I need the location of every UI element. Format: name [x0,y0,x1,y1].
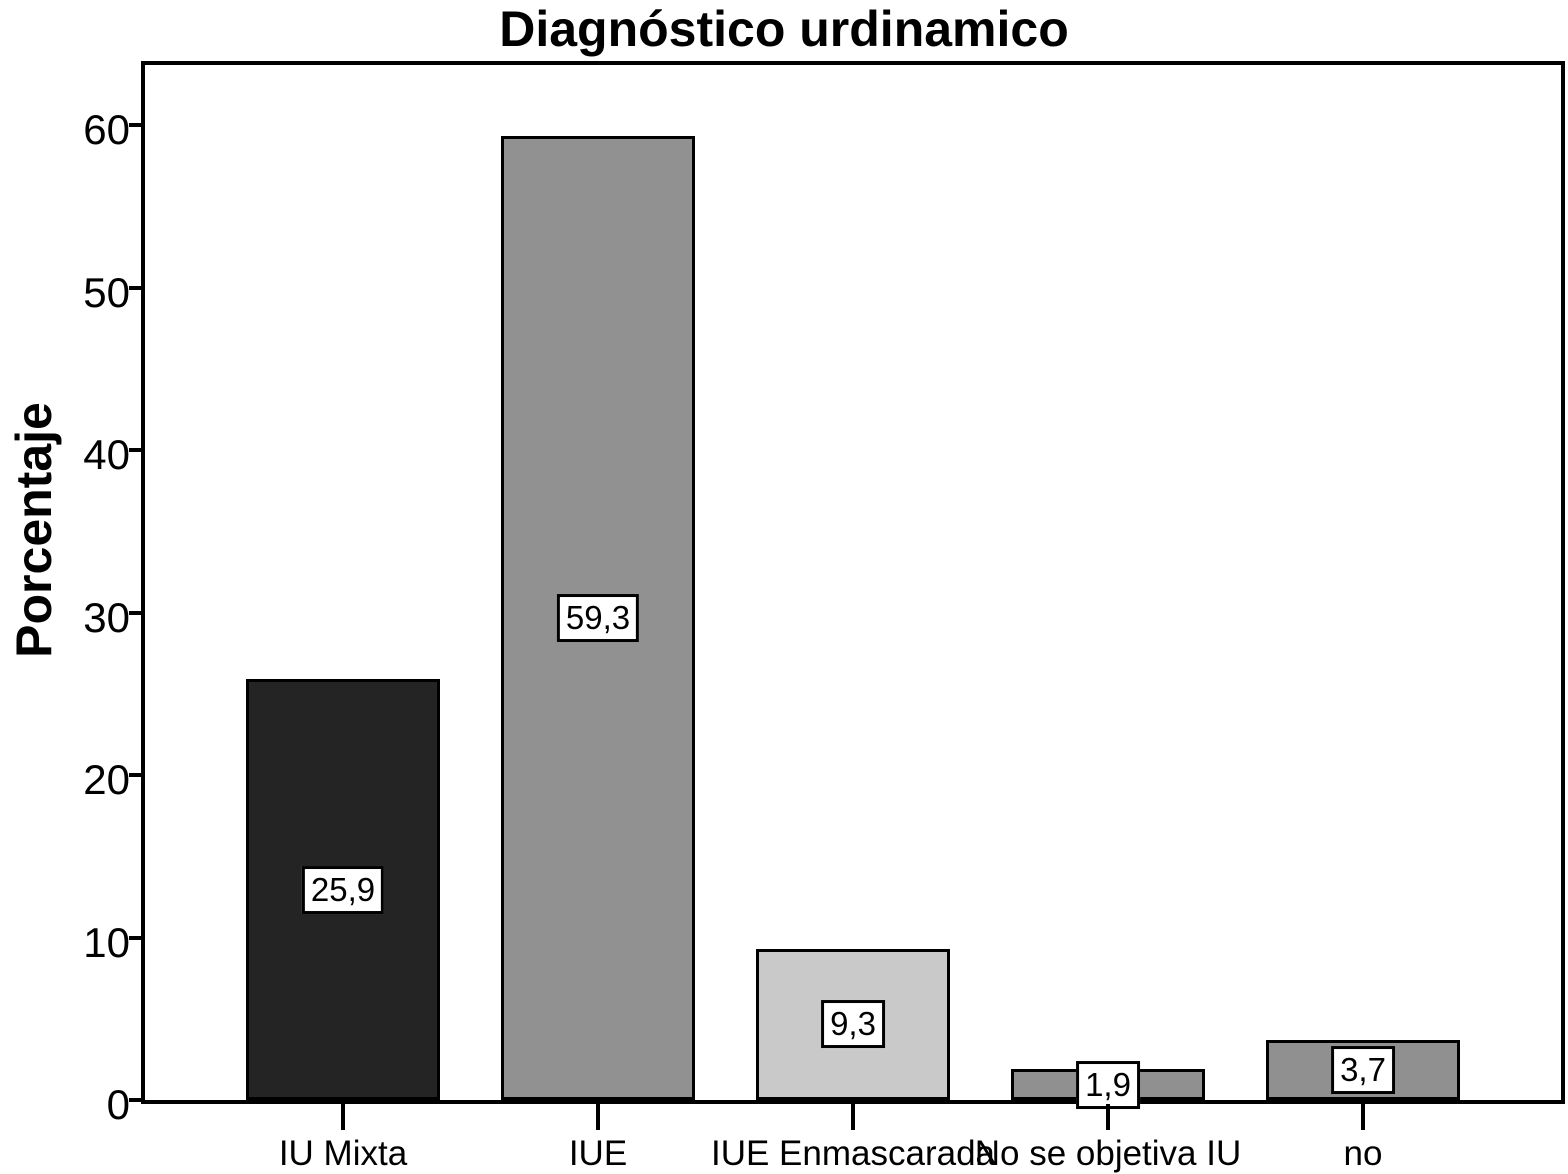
x-axis-tick [1106,1104,1110,1130]
y-tick-label: 10 [83,918,130,966]
bar-value-label: 3,7 [1331,1045,1395,1094]
y-tick-label: 40 [83,431,130,479]
y-tick-label: 60 [83,106,130,154]
y-axis-tick [129,610,144,615]
x-axis-tick [851,1104,855,1130]
bar-value-label: 25,9 [301,865,385,914]
y-axis-tick [129,285,144,290]
y-axis-tick [129,935,144,940]
y-tick-label: 50 [83,268,130,316]
plot-area-frame [141,61,1565,1104]
bar-value-label: 9,3 [821,1000,885,1049]
y-tick-label: 0 [106,1081,130,1128]
x-category-label: IUE [568,1134,628,1173]
y-tick-label: 20 [83,756,130,804]
x-category-label: no [1343,1134,1383,1173]
y-axis-tick [129,1098,144,1102]
x-category-label: No se objetiva IU [974,1134,1242,1173]
bar-iu-mixta [246,679,440,1100]
bar-value-label: 1,9 [1076,1060,1140,1109]
y-axis-tick [129,123,144,128]
y-tick-label: 30 [83,593,130,641]
chart-title: Diagnóstico urdinamico [499,1,1069,57]
x-category-label: IU Mixta [278,1134,408,1173]
y-axis-tick [129,448,144,453]
x-category-label: IUE Enmascarada [710,1134,996,1173]
x-axis-tick [1361,1104,1365,1130]
y-axis-tick [129,773,144,778]
x-axis-tick [341,1104,345,1130]
bar-value-label: 59,3 [556,594,640,643]
x-axis-tick [596,1104,600,1130]
